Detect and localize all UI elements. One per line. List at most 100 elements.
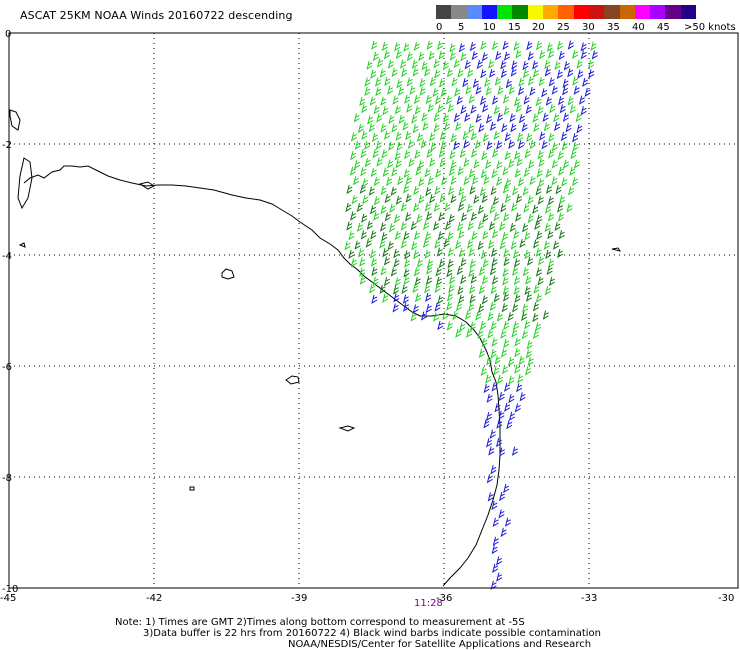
wind-barb — [419, 86, 426, 96]
wind-barb — [539, 131, 546, 141]
wind-barb — [364, 140, 371, 150]
wind-barb — [446, 301, 453, 311]
wind-barb — [491, 257, 498, 267]
wind-barb — [543, 122, 550, 132]
wind-barb — [491, 169, 498, 179]
wind-barb — [541, 140, 548, 150]
wind-barb — [521, 122, 528, 132]
wind-barb — [460, 194, 467, 204]
wind-barb — [350, 151, 357, 161]
wind-barb — [482, 103, 489, 113]
wind-barb — [402, 294, 409, 304]
wind-barb — [498, 491, 506, 502]
wind-barb — [413, 202, 420, 212]
wind-barb — [404, 150, 411, 160]
wind-barb — [512, 186, 519, 196]
wind-barb — [513, 230, 520, 240]
wind-barb — [492, 148, 499, 158]
wind-barb — [502, 94, 509, 104]
wind-barb — [472, 175, 479, 185]
wind-barb — [562, 86, 569, 96]
wind-barb — [523, 95, 530, 105]
wind-barb — [455, 302, 462, 312]
map-frame — [8, 32, 739, 589]
wind-barb — [348, 231, 355, 241]
wind-barb — [519, 238, 526, 249]
wind-barb — [395, 195, 402, 205]
wind-barb — [364, 86, 371, 97]
wind-barb — [554, 121, 561, 132]
wind-barb — [456, 95, 463, 105]
wind-barb — [479, 96, 486, 106]
wind-barb — [421, 112, 428, 122]
wind-barb — [493, 130, 500, 141]
wind-barb — [517, 140, 525, 150]
wind-barb — [526, 340, 533, 350]
wind-barb — [514, 168, 521, 178]
colorbar-label: 30 — [582, 22, 595, 33]
wind-barb — [535, 293, 542, 303]
wind-barb — [437, 295, 444, 305]
wind-barb — [511, 446, 518, 456]
wind-barb — [416, 258, 423, 268]
wind-barb — [529, 176, 536, 186]
wind-barb — [464, 112, 471, 122]
wind-barb — [498, 410, 505, 420]
wind-barb — [457, 221, 464, 232]
wind-barb — [477, 304, 485, 314]
wind-barb — [469, 284, 476, 294]
wind-barb — [422, 238, 429, 249]
wind-barb — [492, 196, 499, 206]
wind-barb — [374, 77, 382, 87]
wind-barb — [517, 177, 524, 187]
wind-barb — [535, 186, 542, 196]
wind-barb — [532, 60, 539, 70]
wind-barb — [446, 292, 453, 302]
wind-barb — [406, 77, 413, 87]
wind-barb — [566, 203, 573, 213]
wind-barb — [543, 240, 550, 250]
wind-barb — [457, 202, 464, 212]
wind-barb — [513, 258, 520, 268]
wind-barb — [504, 132, 511, 142]
wind-barb — [438, 148, 445, 158]
wind-barb — [551, 142, 558, 152]
wind-barb — [369, 205, 377, 215]
latitude-label: 0 — [5, 29, 11, 40]
wind-barb — [463, 176, 470, 186]
wind-barb — [370, 69, 377, 79]
wind-barb — [504, 517, 511, 527]
wind-barb — [490, 349, 497, 359]
wind-barb — [529, 86, 536, 97]
wind-barb — [490, 580, 497, 590]
axis-labels: 0 -2 -4 -6 -8 -10-45 -42 -39 -36 -33 -30 — [0, 29, 734, 604]
wind-barb — [364, 77, 371, 87]
wind-barb — [451, 77, 458, 87]
wind-barb — [420, 139, 427, 149]
wind-barb — [403, 231, 410, 241]
wind-barb — [457, 285, 464, 295]
wind-barb — [501, 231, 508, 241]
wind-barb — [514, 364, 521, 374]
wind-barb — [518, 114, 525, 124]
wind-barb — [418, 177, 425, 187]
wind-barb — [508, 139, 515, 149]
wind-barb — [544, 222, 551, 233]
wind-barb — [467, 239, 474, 249]
wind-barb — [459, 148, 466, 158]
wind-barb — [434, 302, 441, 312]
wind-barb — [576, 59, 583, 69]
wind-barb — [462, 78, 469, 88]
wind-barb — [504, 194, 511, 204]
wind-barb — [457, 166, 464, 176]
wind-barb — [471, 51, 478, 61]
wind-barb — [516, 383, 523, 393]
wind-barb — [425, 292, 432, 303]
wind-barb — [522, 69, 529, 79]
wind-barb — [515, 103, 522, 113]
wind-barb — [418, 160, 425, 170]
wind-barb — [433, 221, 440, 231]
colorbar-label: 0 — [436, 22, 443, 33]
wind-barb — [521, 330, 528, 340]
wind-barb — [359, 275, 366, 285]
